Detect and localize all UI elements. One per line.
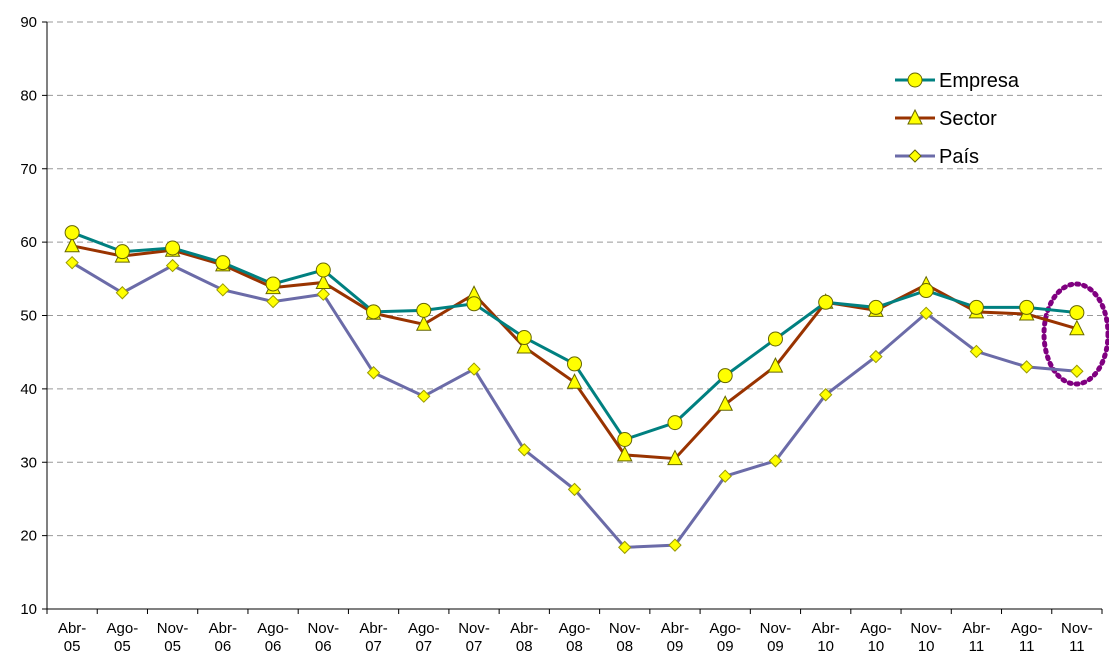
marker — [616, 445, 633, 462]
marker — [908, 149, 922, 163]
marker — [767, 357, 784, 373]
marker — [918, 283, 934, 299]
marker — [114, 244, 130, 260]
marker — [667, 415, 683, 431]
x-tick-label: Ago-09 — [709, 620, 741, 655]
marker — [868, 299, 884, 315]
y-tick-label: 50 — [20, 308, 37, 325]
marker — [1019, 360, 1034, 374]
marker — [315, 262, 331, 278]
highlight-ellipse — [1041, 281, 1109, 387]
y-tick-label: 90 — [20, 14, 37, 31]
x-tick-label: Abr-09 — [661, 620, 689, 655]
marker — [466, 296, 482, 312]
marker — [618, 540, 632, 555]
x-tick-label: Abr-11 — [962, 620, 990, 655]
y-tick-label: 40 — [20, 381, 37, 398]
marker — [516, 330, 532, 346]
x-tick-label: Nov-08 — [609, 620, 641, 655]
marker — [467, 362, 481, 376]
x-tick-label: Ago-07 — [408, 620, 440, 655]
x-tick-label: Abr-10 — [812, 620, 840, 655]
x-tick-label: Ago-10 — [860, 620, 892, 655]
marker — [718, 469, 732, 483]
marker — [366, 366, 381, 380]
legend-label: País — [939, 146, 979, 168]
marker — [115, 286, 130, 300]
marker — [907, 108, 923, 125]
x-tick-label: Abr-06 — [209, 620, 237, 655]
marker — [717, 395, 734, 411]
marker — [969, 344, 984, 359]
y-tick-label: 80 — [20, 87, 37, 104]
marker — [818, 294, 834, 310]
marker — [1070, 364, 1084, 378]
legend-label: Sector — [939, 108, 997, 130]
x-tick-label: Nov-09 — [760, 620, 792, 655]
marker — [768, 454, 783, 468]
x-tick-label: Nov-10 — [910, 620, 942, 655]
y-tick-label: 70 — [20, 161, 37, 178]
marker — [416, 302, 432, 318]
marker — [767, 331, 783, 347]
x-tick-label: Abr-08 — [510, 620, 538, 655]
marker — [415, 315, 432, 331]
marker — [869, 349, 883, 364]
x-tick-label: Ago-05 — [107, 620, 139, 655]
marker — [366, 304, 382, 320]
marker — [567, 356, 582, 372]
marker — [566, 373, 583, 389]
marker — [165, 240, 181, 256]
marker — [919, 306, 933, 321]
series-line — [71, 261, 1078, 549]
marker — [617, 432, 633, 448]
marker — [215, 255, 231, 271]
marker — [265, 276, 281, 292]
marker — [1069, 305, 1085, 321]
marker — [417, 389, 431, 403]
marker — [315, 273, 332, 289]
marker — [968, 299, 984, 315]
marker — [1019, 299, 1035, 315]
marker — [65, 255, 79, 270]
marker — [64, 225, 80, 241]
y-tick-label: 10 — [20, 601, 37, 618]
marker — [64, 236, 80, 253]
marker — [517, 443, 531, 457]
marker — [1069, 319, 1085, 336]
x-tick-label: Abr-05 — [58, 620, 86, 655]
x-tick-label: Ago-11 — [1011, 620, 1043, 655]
marker — [717, 368, 733, 384]
marker — [668, 538, 682, 552]
marker — [818, 388, 833, 402]
marker — [165, 258, 180, 273]
x-tick-label: Nov-05 — [157, 620, 189, 655]
y-tick-label: 60 — [20, 234, 37, 251]
legend-label: Empresa — [939, 70, 1020, 92]
marker — [266, 294, 280, 309]
marker — [567, 482, 582, 497]
marker — [907, 72, 923, 88]
x-tick-label: Ago-08 — [559, 620, 591, 655]
x-tick-label: Nov-06 — [307, 620, 339, 655]
marker — [516, 337, 533, 354]
y-tick-label: 20 — [20, 528, 37, 545]
x-tick-label: Ago-06 — [257, 620, 289, 655]
x-tick-label: Abr-07 — [359, 620, 387, 655]
x-tick-label: Nov-07 — [458, 620, 490, 655]
marker — [667, 449, 683, 466]
x-tick-label: Nov-11 — [1061, 620, 1093, 655]
marker — [216, 283, 230, 297]
marker — [316, 287, 331, 301]
y-tick-label: 30 — [20, 454, 37, 471]
